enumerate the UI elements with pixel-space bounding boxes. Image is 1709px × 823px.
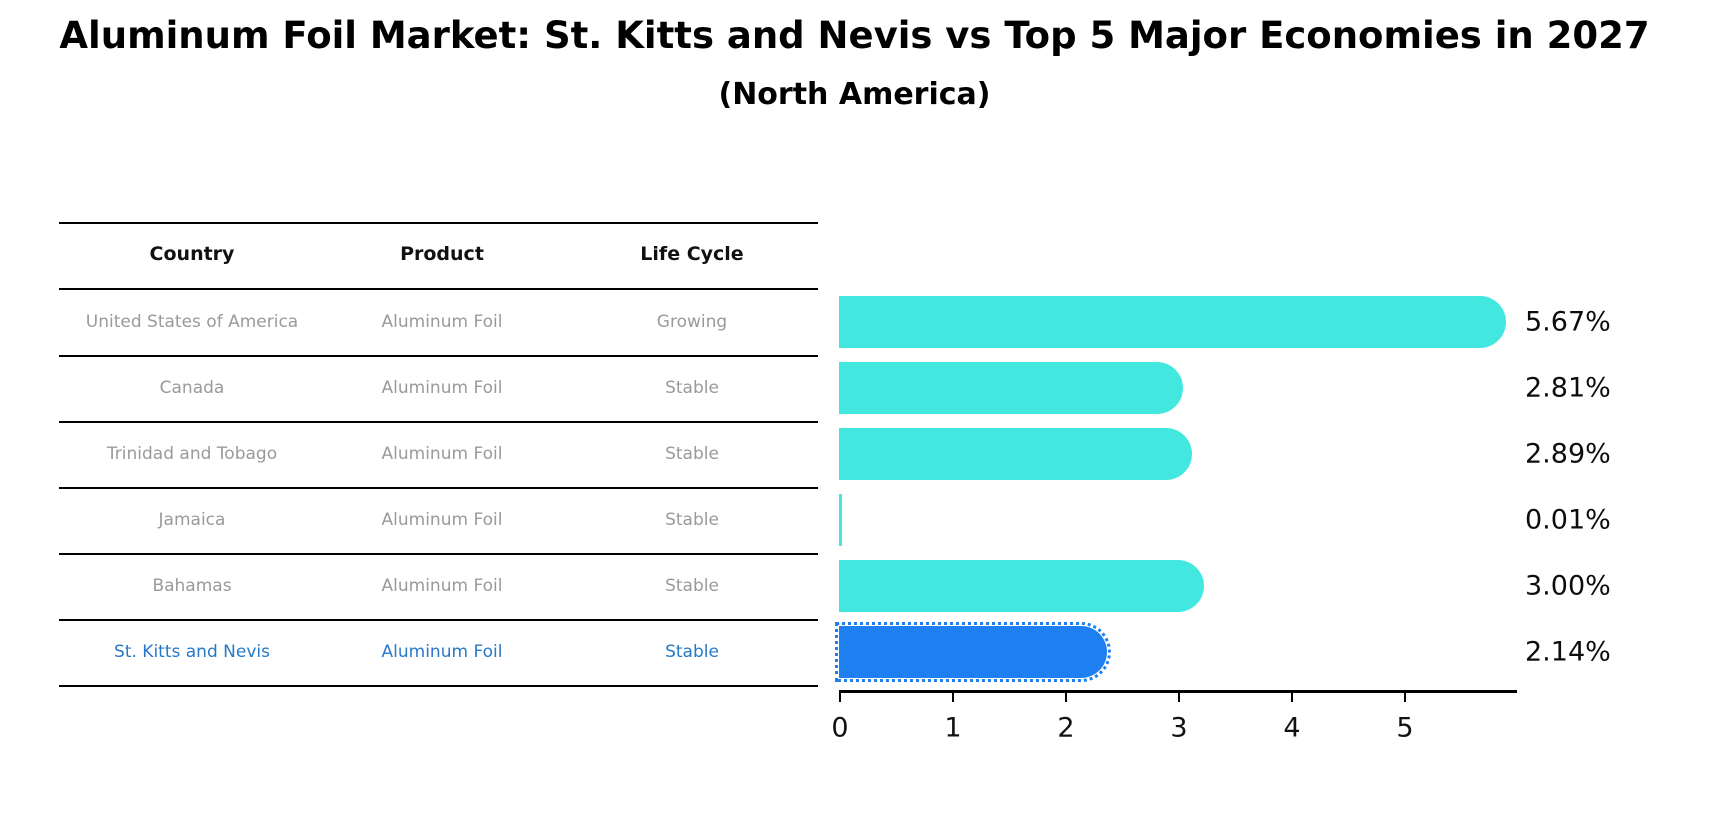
chart-subtitle: (North America) [718, 77, 991, 112]
table-rule [59, 421, 818, 423]
bar-jamaica [839, 494, 842, 546]
bar-value-label: 2.89% [1525, 438, 1611, 470]
bar-bahamas [839, 560, 1204, 612]
bar-value-label: 0.01% [1525, 504, 1611, 536]
table-cell-country: Trinidad and Tobago [106, 444, 278, 464]
bar-st-kitts-and-nevis [835, 622, 1111, 682]
bar-value-label: 2.14% [1525, 636, 1611, 668]
table-cell-country: St. Kitts and Nevis [114, 642, 270, 662]
table-rule [59, 619, 818, 621]
x-axis-tick-label: 3 [1170, 712, 1188, 744]
table-cell-life-cycle: Stable [665, 510, 719, 530]
x-axis-tick-mark [1291, 692, 1293, 702]
table-cell-product: Aluminum Foil [381, 510, 503, 530]
table-rule [59, 685, 818, 687]
table-cell-life-cycle: Growing [656, 312, 728, 332]
table-cell-product: Aluminum Foil [381, 444, 503, 464]
x-axis-line [839, 690, 1517, 693]
table-cell-life-cycle: Stable [665, 444, 719, 464]
bar-value-label: 2.81% [1525, 372, 1611, 404]
bar-value-label: 3.00% [1525, 570, 1611, 602]
bar-value-label: 5.67% [1525, 306, 1611, 338]
table-rule [59, 288, 818, 290]
x-axis-tick-label: 0 [831, 712, 849, 744]
bar-trinidad-and-tobago [839, 428, 1192, 480]
bar-united-states-of-america [839, 296, 1506, 348]
x-axis-tick-label: 2 [1057, 712, 1075, 744]
table-rule [59, 487, 818, 489]
x-axis-tick-label: 5 [1396, 712, 1414, 744]
table-cell-life-cycle: Stable [665, 576, 719, 596]
x-axis-tick-mark [1178, 692, 1180, 702]
chart-title: Aluminum Foil Market: St. Kitts and Nevi… [59, 14, 1650, 57]
bar-canada [839, 362, 1183, 414]
x-axis-tick-label: 4 [1283, 712, 1301, 744]
table-cell-country: United States of America [85, 312, 299, 332]
table-cell-country: Jamaica [158, 510, 226, 530]
column-header-product: Product [400, 243, 484, 265]
table-cell-product: Aluminum Foil [381, 312, 503, 332]
table-rule [59, 553, 818, 555]
table-cell-life-cycle: Stable [665, 642, 719, 662]
table-cell-life-cycle: Stable [665, 378, 719, 398]
x-axis-tick-mark [952, 692, 954, 702]
table-cell-product: Aluminum Foil [381, 576, 503, 596]
table-cell-country: Canada [159, 378, 225, 398]
table-cell-product: Aluminum Foil [381, 642, 503, 662]
table-cell-product: Aluminum Foil [381, 378, 503, 398]
table-rule [59, 355, 818, 357]
x-axis-tick-label: 1 [944, 712, 962, 744]
x-axis-tick-mark [1404, 692, 1406, 702]
x-axis-tick-mark [839, 692, 841, 702]
table-rule [59, 222, 818, 224]
x-axis-tick-mark [1065, 692, 1067, 702]
column-header-life-cycle: Life Cycle [640, 243, 744, 265]
column-header-country: Country [149, 243, 235, 265]
table-cell-country: Bahamas [152, 576, 232, 596]
